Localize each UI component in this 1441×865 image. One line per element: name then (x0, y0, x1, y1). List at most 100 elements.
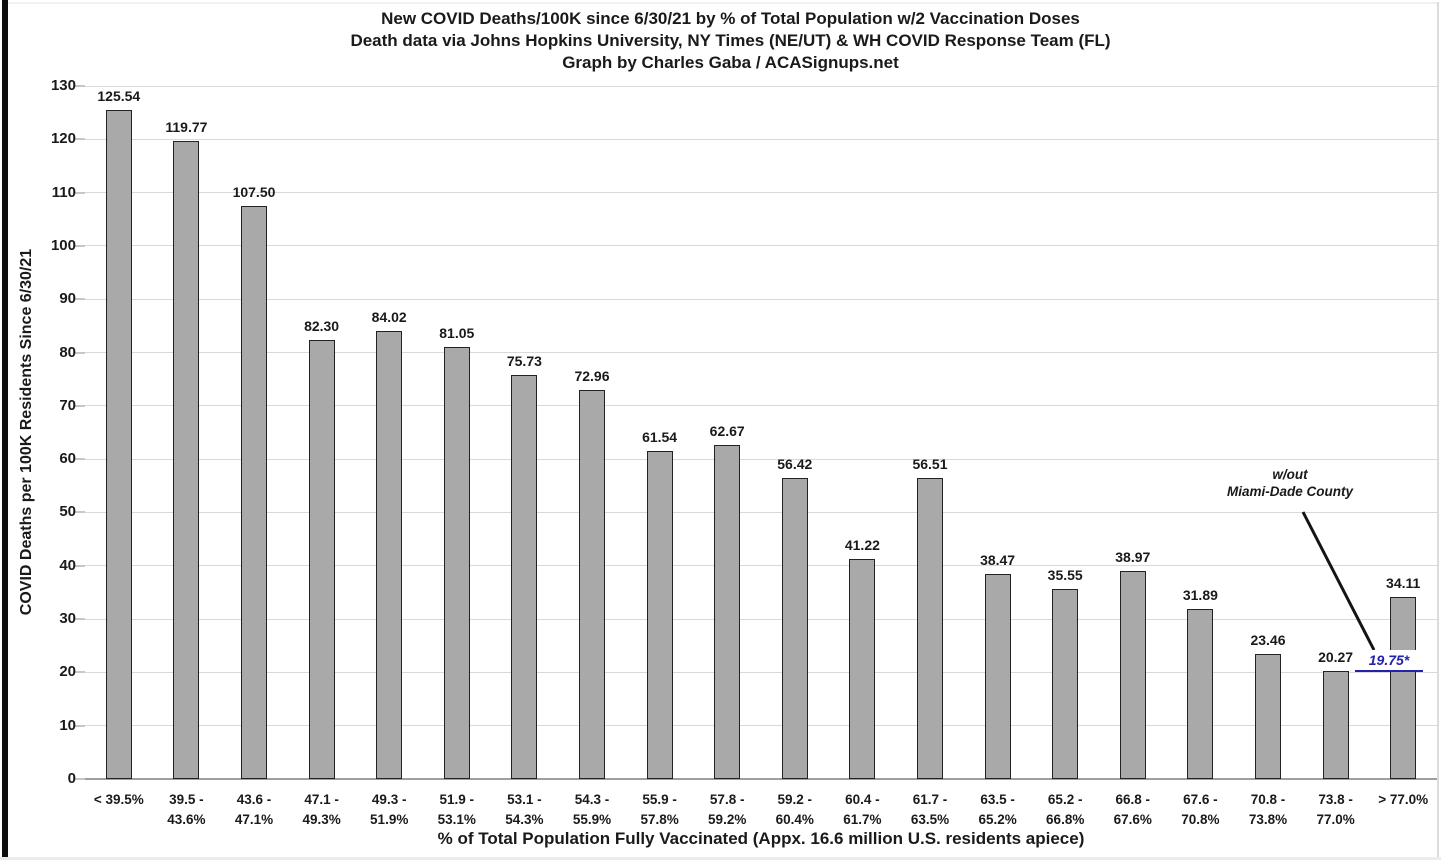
y-tick-label: 100 (50, 236, 76, 254)
bar (173, 140, 200, 779)
x-category-label: 53.1 - 54.3% (505, 792, 544, 827)
chart-title-block: New COVID Deaths/100K since 6/30/21 by %… (20, 8, 1441, 74)
y-tick (74, 191, 85, 194)
x-axis-title: % of Total Population Fully Vaccinated (… (437, 829, 1085, 848)
y-tick (74, 618, 85, 621)
bar (849, 559, 876, 779)
top-border (8, 2, 1437, 4)
bar-value-label: 38.97 (1115, 549, 1151, 566)
y-tick-label: 50 (59, 503, 76, 521)
bar-value-label: 81.05 (439, 324, 475, 341)
y-tick-label: 0 (67, 770, 76, 787)
x-category-label: 39.5 - 43.6% (167, 792, 206, 827)
y-tick-label: 110 (51, 183, 76, 201)
x-axis-baseline (85, 778, 1437, 780)
bar-value-label: 31.89 (1182, 587, 1218, 603)
annotation-note-line2: Miami-Dade County (1226, 484, 1353, 499)
bar (1187, 609, 1214, 779)
x-category-label: < 39.5% (93, 792, 144, 807)
bar (308, 340, 335, 779)
y-tick-label: 90 (59, 290, 76, 308)
gridline (85, 405, 1437, 407)
bar (105, 109, 132, 779)
bar (376, 331, 403, 779)
y-tick (74, 244, 85, 247)
gridline (85, 298, 1437, 300)
x-category-label: 66.8 - 67.6% (1113, 792, 1152, 827)
x-category-label: 54.3 - 55.9% (572, 792, 612, 827)
bar-value-label: 38.47 (980, 551, 1016, 568)
x-category-label: 55.9 - 57.8% (640, 792, 679, 827)
x-category-label: 51.9 - 53.1% (437, 792, 476, 827)
bar-value-label: 107.50 (232, 183, 276, 200)
bar-value-label: 56.51 (912, 455, 948, 472)
y-tick (74, 778, 85, 780)
x-category-label: 73.8 - 77.0% (1316, 792, 1355, 827)
x-category-label: 63.5 - 65.2% (978, 792, 1017, 827)
y-tick-label: 40 (59, 556, 76, 574)
gridline (85, 671, 1437, 673)
x-category-label: 43.6 - 47.1% (234, 792, 274, 827)
bar (646, 450, 673, 779)
bar (241, 205, 267, 779)
y-tick-label: 60 (59, 450, 76, 468)
y-tick (74, 511, 85, 514)
gridline (85, 458, 1437, 460)
x-category-label: 60.4 - 61.7% (843, 792, 882, 827)
x-category-label: 49.3 - 51.9% (370, 792, 409, 827)
gridline (85, 618, 1437, 620)
y-tick (74, 85, 85, 87)
bar-value-label: 82.30 (304, 318, 340, 335)
x-category-label: 61.7 - 63.5% (910, 792, 950, 827)
gridline (85, 565, 1437, 567)
y-tick (74, 564, 85, 567)
bar (511, 375, 538, 779)
y-tick (74, 298, 85, 301)
gridline (85, 511, 1437, 513)
gridline (85, 725, 1437, 727)
bottom-border (0, 857, 1441, 860)
bar-value-label: 62.67 (709, 422, 745, 439)
bar-value-label: 119.77 (165, 118, 208, 135)
gridline (85, 85, 1437, 87)
x-category-label: > 77.0% (1378, 792, 1429, 807)
chart-credit: Graph by Charles Gaba / ACASignups.net (562, 53, 899, 72)
bar-value-label: 34.11 (1386, 575, 1421, 592)
gridline (85, 352, 1437, 354)
bar (1052, 589, 1079, 779)
y-tick (74, 724, 85, 727)
y-tick-label: 30 (59, 610, 76, 628)
annotation-note-line1: w/out (1272, 467, 1308, 482)
y-tick (74, 458, 85, 461)
x-category-label: 59.2 - 60.4% (775, 792, 814, 827)
bar (1322, 670, 1349, 779)
bar-value-label: 61.54 (642, 428, 678, 445)
y-tick-label: 10 (59, 716, 76, 734)
bar-value-label: 125.54 (97, 87, 141, 104)
bar-value-label: 41.22 (844, 537, 880, 554)
y-tick (74, 404, 85, 407)
bar-value-label: 23.46 (1250, 631, 1286, 648)
y-tick-label: 80 (59, 343, 76, 361)
bar (1255, 653, 1281, 779)
gridline (85, 138, 1437, 140)
y-tick-label: 130 (50, 77, 76, 94)
y-tick-label: 70 (59, 396, 76, 414)
right-border (1437, 2, 1439, 858)
bar (917, 477, 943, 779)
bar-value-label: 84.02 (371, 309, 407, 326)
annotation-value-label: 19.75* (1355, 650, 1423, 672)
bar-value-label: 35.55 (1047, 567, 1083, 584)
gridline (85, 192, 1437, 194)
bar-value-label: 20.27 (1318, 648, 1354, 665)
x-category-label: 67.6 - 70.8% (1181, 792, 1220, 827)
x-category-label: 65.2 - 66.8% (1046, 792, 1085, 827)
chart-subtitle: Death data via Johns Hopkins University,… (350, 31, 1111, 50)
bar (781, 478, 808, 779)
annotation-note: w/out Miami-Dade County (1190, 466, 1390, 500)
x-category-label: 70.8 - 73.8% (1248, 792, 1288, 827)
chart-title: New COVID Deaths/100K since 6/30/21 by %… (381, 9, 1080, 28)
bar (984, 573, 1011, 779)
bar-value-label: 72.96 (574, 368, 610, 385)
